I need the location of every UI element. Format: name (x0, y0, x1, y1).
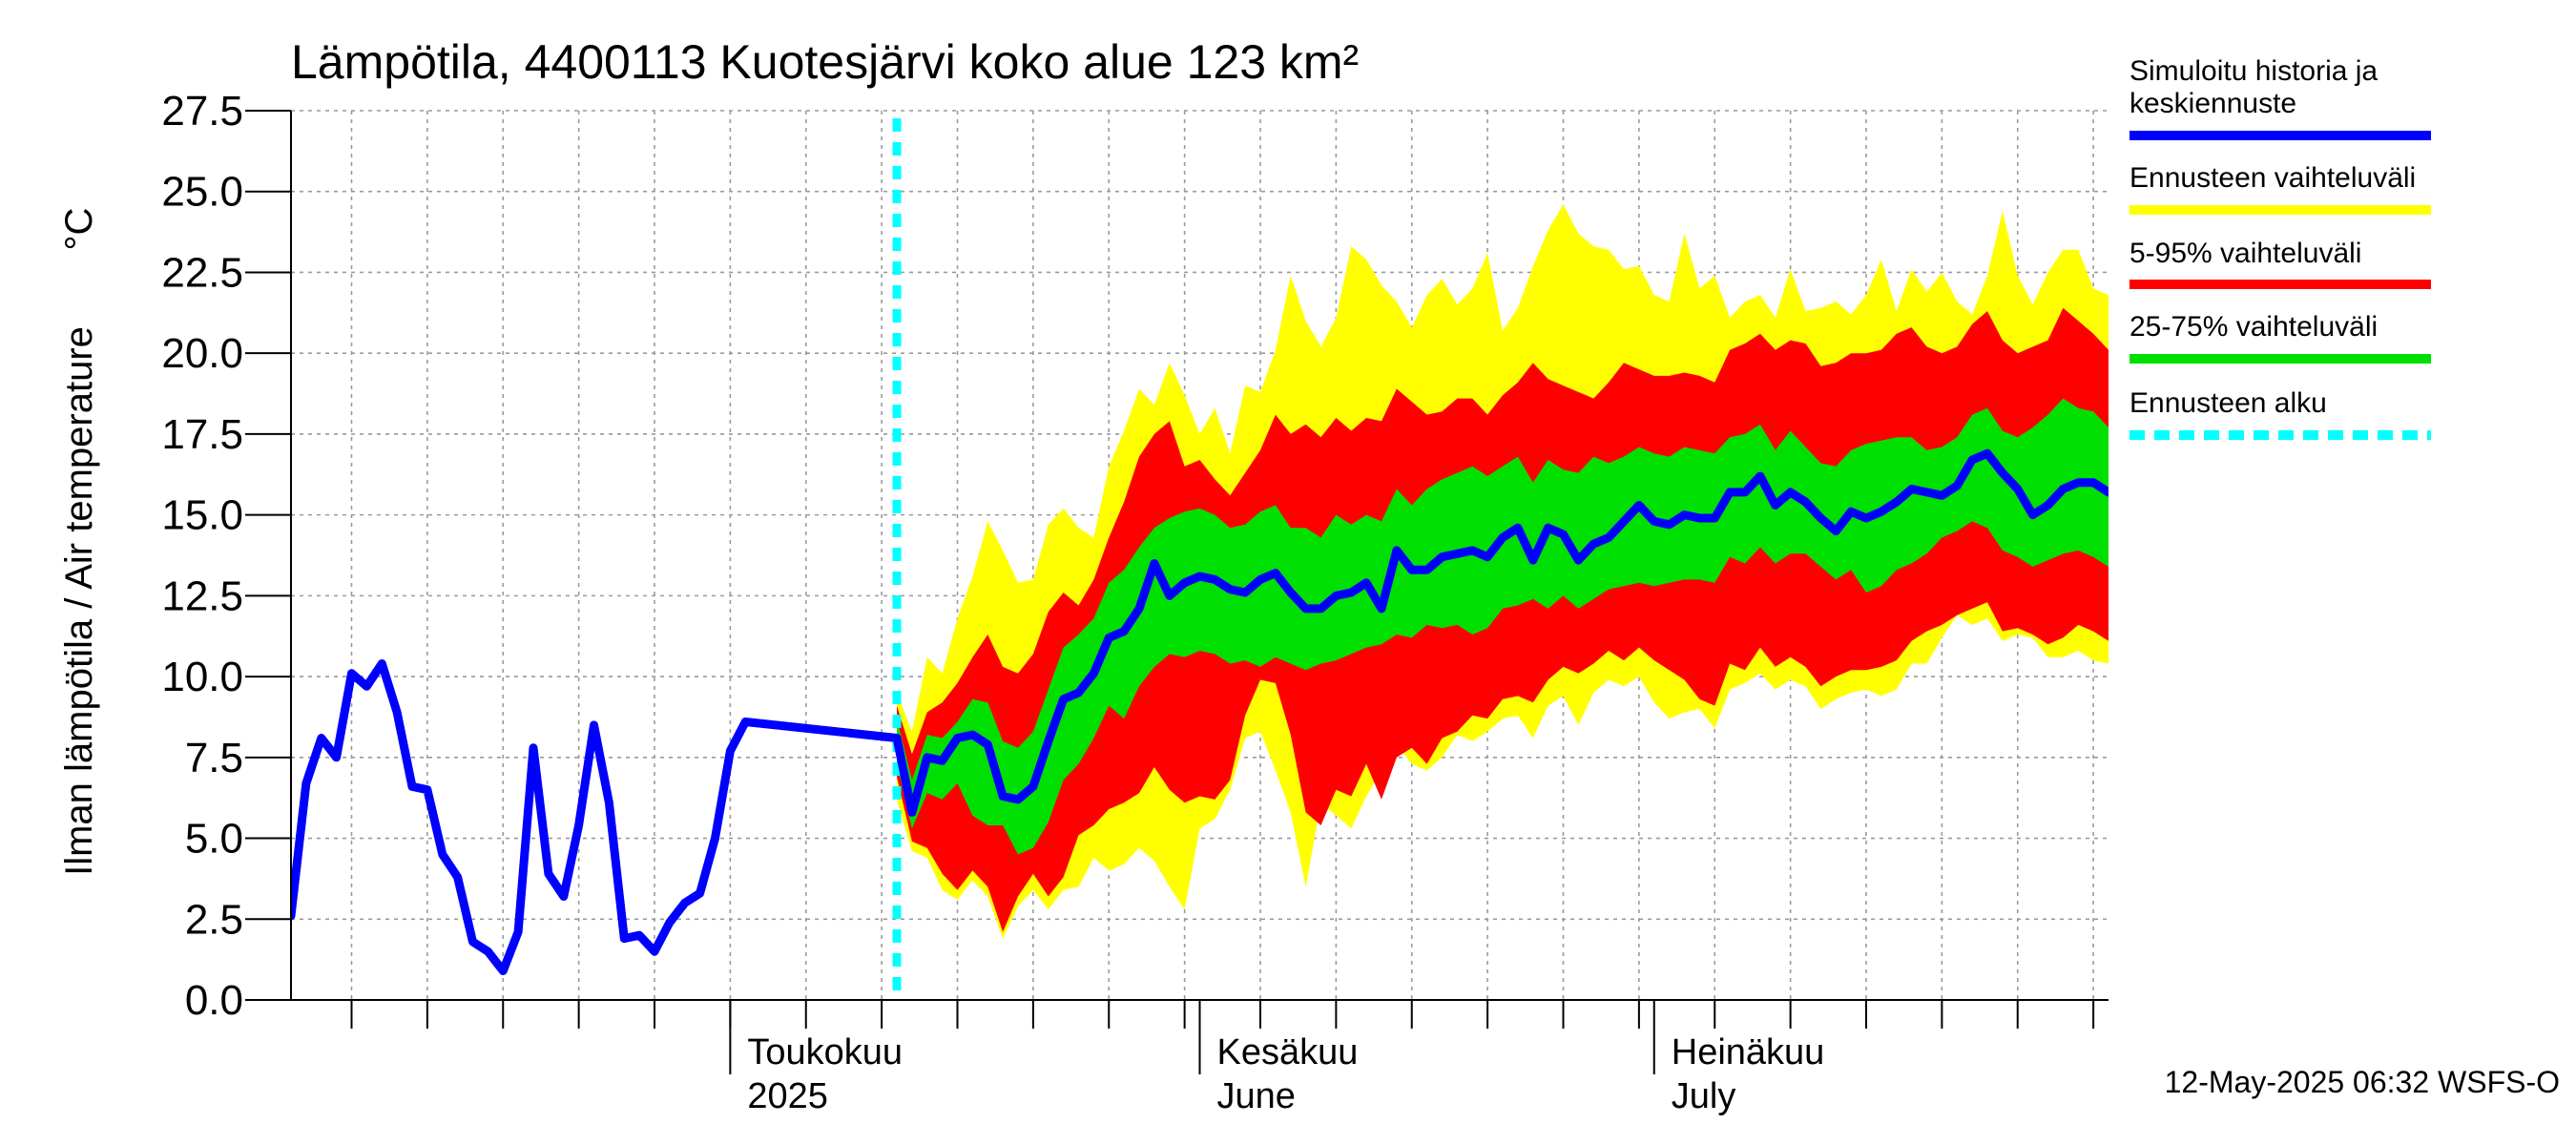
y-axis-label: Ilman lämpötila / Air temperature (58, 326, 100, 876)
y-tick-label: 17.5 (161, 411, 243, 458)
y-axis-unit: °C (58, 208, 100, 251)
legend-item: 25-75% vaihteluväli (2129, 311, 2431, 364)
y-tick-label: 7.5 (185, 735, 243, 781)
legend-label: 5-95% vaihteluväli (2129, 238, 2361, 269)
y-axis-title: Ilman lämpötila / Air temperature °C (58, 208, 100, 876)
legend-label: Simuloitu historia ja (2129, 55, 2378, 87)
legend-label: keskiennuste (2129, 88, 2296, 119)
month-label: Heinäkuu (1672, 1032, 1825, 1072)
y-tick-label: 0.0 (185, 977, 243, 1024)
y-tick-label: 27.5 (161, 88, 243, 135)
legend-label: Ennusteen alku (2129, 387, 2327, 419)
y-tick-label: 5.0 (185, 816, 243, 863)
month-sublabel: June (1217, 1076, 1296, 1116)
month-sublabel: July (1672, 1076, 1736, 1116)
legend-label: Ennusteen vaihteluväli (2129, 162, 2416, 194)
legend-item: Ennusteen vaihteluväli (2129, 162, 2431, 215)
median-line (291, 448, 2109, 975)
y-tick-label: 10.0 (161, 654, 243, 700)
chart-title: Lämpötila, 4400113 Kuotesjärvi koko alue… (291, 35, 1359, 89)
y-tick-label: 22.5 (161, 249, 243, 296)
legend-item: Ennusteen alku (2129, 387, 2431, 440)
timestamp-label: 12-May-2025 06:32 WSFS-O (2165, 1065, 2560, 1099)
band-25-75 (897, 398, 2109, 855)
y-tick-label: 20.0 (161, 330, 243, 377)
y-tick-label: 12.5 (161, 572, 243, 619)
y-tick-label: 25.0 (161, 169, 243, 216)
y-tick-label: 15.0 (161, 492, 243, 539)
legend-item: 5-95% vaihteluväli (2129, 238, 2431, 289)
axes: 0.0 2.5 5.0 7.5 10.0 12.5 15.0 17.5 20.0 22.5 25.0… (161, 88, 2109, 1116)
legend-label: 25-75% vaihteluväli (2129, 311, 2378, 343)
plot-area (291, 110, 2109, 1000)
month-sublabel: 2025 (747, 1076, 828, 1116)
y-tick-label: 2.5 (185, 896, 243, 943)
month-label: Toukokuu (747, 1032, 903, 1072)
month-label: Kesäkuu (1217, 1032, 1359, 1072)
plot-clipped (291, 110, 2109, 1000)
